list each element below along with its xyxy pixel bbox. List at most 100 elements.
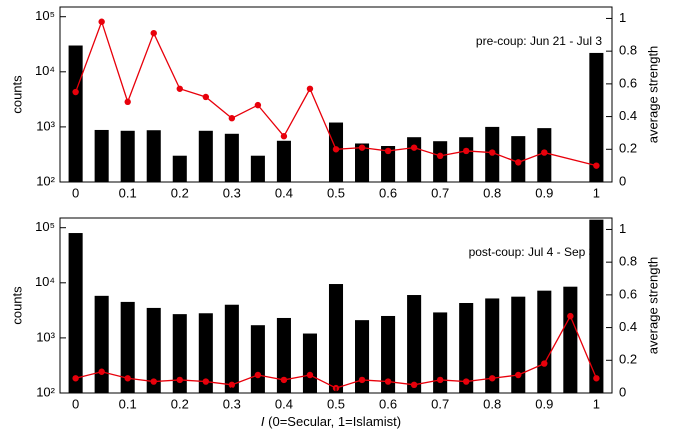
x-axis-text: (0=Secular, 1=Islamist) [268, 414, 401, 429]
point [202, 378, 210, 385]
y2-tick-label: 0.8 [619, 254, 637, 269]
point [593, 162, 600, 169]
x-tick-label: 0.5 [327, 185, 345, 200]
point [332, 146, 340, 153]
x-tick-label: 0.4 [275, 185, 293, 200]
x-tick-label: 0.3 [223, 185, 241, 200]
y2-axis-label: average strength [645, 46, 660, 144]
x-tick-label: 0.9 [535, 396, 553, 411]
x-tick-label: 1 [593, 185, 600, 200]
point [436, 152, 444, 160]
y-tick-label: 10³ [36, 118, 55, 133]
x-tick-label: 1 [593, 396, 600, 411]
x-tick-label: 0.8 [483, 396, 501, 411]
point [462, 147, 470, 155]
bar [355, 143, 370, 182]
y-axis-label: counts [9, 75, 24, 114]
bar [198, 130, 213, 182]
bar [485, 298, 500, 393]
y2-axis-label: average strength [645, 257, 660, 355]
bar [276, 140, 291, 182]
point [410, 381, 418, 389]
y-tick-label: 10² [36, 384, 55, 399]
bar [563, 286, 578, 393]
point [410, 144, 418, 151]
x-tick-label: 0.1 [119, 396, 137, 411]
bar [459, 302, 474, 393]
x-tick-label: 0.7 [431, 185, 449, 200]
point [124, 375, 131, 382]
point [567, 312, 574, 320]
bar [355, 320, 370, 393]
bar [589, 219, 604, 393]
point [176, 85, 183, 92]
bar [224, 133, 239, 182]
x-tick-label: 0.4 [275, 396, 293, 411]
point [150, 29, 157, 37]
point [593, 375, 600, 382]
bar [589, 52, 604, 182]
bar [68, 45, 83, 183]
x-tick-label: 0.3 [223, 396, 241, 411]
bar [94, 129, 109, 182]
x-tick-label: 0.2 [171, 396, 189, 411]
bar [407, 137, 422, 182]
x-axis-label: I (0=Secular, 1=Islamist) [261, 414, 401, 429]
bar [198, 313, 213, 393]
y2-tick-label: 0.4 [619, 108, 637, 123]
point [384, 147, 392, 155]
bar [146, 307, 161, 393]
x-tick-label: 0.9 [535, 185, 553, 200]
x-tick-label: 0.8 [483, 185, 501, 200]
x-tick-label: 0 [72, 396, 79, 411]
point [436, 376, 444, 384]
x-tick-label: 0.6 [379, 396, 397, 411]
x-axis-var: I [261, 414, 265, 429]
point [462, 378, 470, 385]
bar [94, 295, 109, 393]
point [358, 144, 366, 151]
x-tick-label: 0.1 [119, 185, 137, 200]
bar [146, 130, 161, 182]
y-tick-label: 10³ [36, 329, 55, 344]
point [515, 159, 522, 166]
bar [537, 290, 552, 393]
y-tick-label: 10⁴ [35, 63, 55, 78]
point [72, 375, 79, 382]
bar [276, 317, 291, 393]
y2-tick-label: 0 [619, 173, 626, 188]
point [384, 378, 392, 385]
point [124, 98, 131, 106]
bar [381, 146, 396, 182]
y2-tick-label: 0.6 [619, 286, 637, 301]
bar [224, 304, 239, 393]
point [254, 101, 262, 109]
bar [511, 296, 526, 393]
point [202, 93, 210, 101]
point [254, 371, 262, 379]
bar [120, 130, 135, 182]
point [541, 149, 548, 156]
x-tick-label: 0.2 [171, 185, 189, 200]
y2-tick-label: 1 [619, 221, 626, 236]
bar [328, 284, 344, 393]
point [98, 368, 105, 375]
x-tick-label: 0 [72, 185, 79, 200]
x-tick-label: 0.6 [379, 185, 397, 200]
bar [433, 312, 448, 393]
point [358, 376, 366, 384]
x-tick-label: 0.5 [327, 396, 345, 411]
point [72, 88, 79, 96]
point [280, 133, 288, 140]
bar [172, 314, 187, 393]
y-tick-label: 10⁵ [35, 8, 55, 23]
point [541, 360, 548, 367]
point [489, 375, 496, 382]
annotation: pre-coup: Jun 21 - Jul 3 [476, 34, 602, 48]
point [280, 376, 288, 384]
bar [459, 137, 474, 182]
line [75, 19, 597, 167]
y-axis-label: counts [9, 286, 24, 325]
y2-tick-label: 0.2 [619, 352, 637, 367]
